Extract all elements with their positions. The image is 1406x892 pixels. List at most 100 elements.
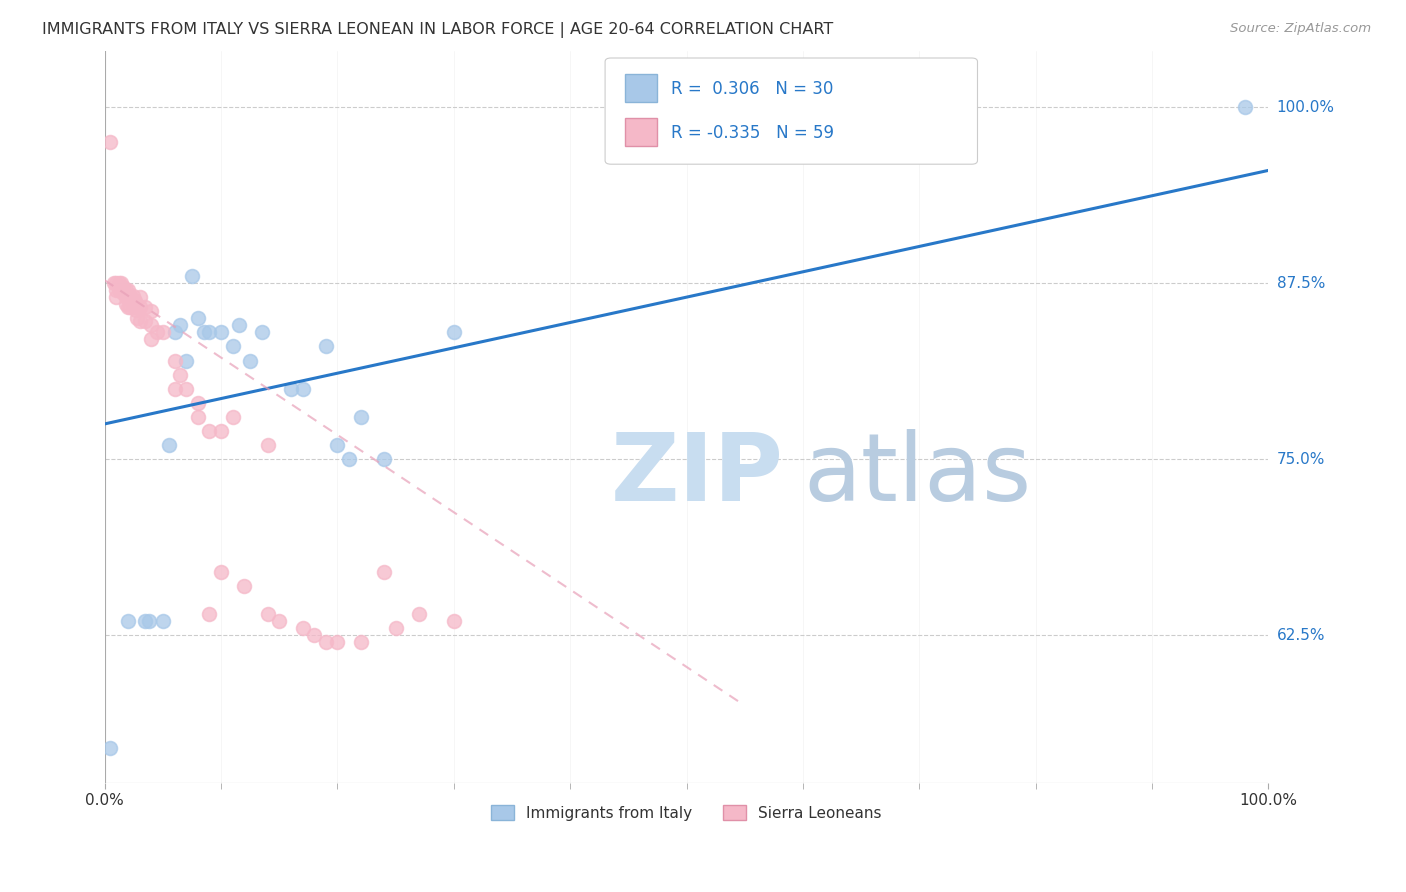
Point xyxy=(125,302,148,317)
Point xyxy=(134,314,156,328)
Point xyxy=(209,326,232,340)
Point xyxy=(384,621,406,635)
Point xyxy=(350,409,373,424)
FancyBboxPatch shape xyxy=(605,58,977,164)
Point xyxy=(443,326,465,340)
Point xyxy=(105,283,128,297)
Point xyxy=(100,135,122,149)
Point xyxy=(152,614,174,628)
Point xyxy=(169,368,191,382)
Point xyxy=(124,294,146,309)
Point xyxy=(209,424,232,438)
Point xyxy=(187,396,209,410)
Point xyxy=(112,280,135,294)
Bar xyxy=(624,74,658,102)
Point xyxy=(315,339,337,353)
Point xyxy=(128,314,150,328)
Point xyxy=(163,326,186,340)
Point xyxy=(198,326,221,340)
Point xyxy=(326,635,349,649)
Text: 62.5%: 62.5% xyxy=(1277,628,1326,642)
Point xyxy=(103,276,125,290)
Point xyxy=(127,311,149,326)
Point xyxy=(174,382,197,396)
Point xyxy=(128,300,150,314)
Text: R = -0.335   N = 59: R = -0.335 N = 59 xyxy=(672,125,834,143)
Point xyxy=(198,607,221,621)
Point xyxy=(291,621,314,635)
Point xyxy=(157,438,180,452)
Point xyxy=(117,283,139,297)
Point xyxy=(291,382,314,396)
Point xyxy=(193,326,215,340)
Point xyxy=(121,289,143,303)
Text: ZIP: ZIP xyxy=(610,429,783,522)
Point xyxy=(174,353,197,368)
Point xyxy=(134,300,156,314)
Point xyxy=(117,290,139,304)
Point xyxy=(373,565,395,579)
Point xyxy=(198,424,221,438)
Point xyxy=(100,740,122,755)
Point xyxy=(134,614,156,628)
Point xyxy=(233,579,256,593)
Point xyxy=(163,353,186,368)
Text: atlas: atlas xyxy=(803,429,1031,522)
Point xyxy=(187,409,209,424)
Text: R =  0.306   N = 30: R = 0.306 N = 30 xyxy=(672,80,834,98)
Point xyxy=(269,614,291,628)
Point xyxy=(337,452,360,467)
Text: IMMIGRANTS FROM ITALY VS SIERRA LEONEAN IN LABOR FORCE | AGE 20-64 CORRELATION C: IMMIGRANTS FROM ITALY VS SIERRA LEONEAN … xyxy=(42,22,834,38)
Point xyxy=(181,268,204,283)
Text: Source: ZipAtlas.com: Source: ZipAtlas.com xyxy=(1230,22,1371,36)
Point xyxy=(152,326,174,340)
Point xyxy=(141,318,163,333)
Point xyxy=(117,614,139,628)
Point xyxy=(163,382,186,396)
Text: 75.0%: 75.0% xyxy=(1277,451,1324,467)
Point xyxy=(112,285,135,300)
Point xyxy=(228,318,250,333)
Point xyxy=(120,290,142,304)
Point xyxy=(187,311,209,326)
Point xyxy=(221,339,243,353)
Point xyxy=(209,565,232,579)
Point xyxy=(120,300,142,314)
Bar xyxy=(624,118,658,146)
Point xyxy=(138,614,160,628)
Point xyxy=(141,304,163,318)
Text: 87.5%: 87.5% xyxy=(1277,276,1324,291)
Point xyxy=(280,382,302,396)
Point xyxy=(146,326,169,340)
Text: 100.0%: 100.0% xyxy=(1277,100,1334,114)
Point xyxy=(107,283,129,297)
Point xyxy=(408,607,430,621)
Point xyxy=(122,293,145,307)
Point xyxy=(256,607,278,621)
Point xyxy=(128,290,150,304)
Point xyxy=(122,300,145,314)
Point xyxy=(114,297,136,311)
Point xyxy=(1234,100,1257,114)
Point xyxy=(107,276,129,290)
Legend: Immigrants from Italy, Sierra Leoneans: Immigrants from Italy, Sierra Leoneans xyxy=(485,798,889,827)
Point xyxy=(302,628,325,642)
Point xyxy=(239,353,262,368)
Point xyxy=(350,635,373,649)
Point xyxy=(443,614,465,628)
Point xyxy=(105,290,128,304)
Point xyxy=(256,438,278,452)
Point xyxy=(373,452,395,467)
Point xyxy=(141,332,163,346)
Point xyxy=(105,276,128,290)
Point xyxy=(114,290,136,304)
Point xyxy=(110,276,132,290)
Point xyxy=(221,409,243,424)
Point xyxy=(110,283,132,297)
Point xyxy=(169,318,191,333)
Point xyxy=(326,438,349,452)
Point xyxy=(315,635,337,649)
Point xyxy=(117,300,139,314)
Point xyxy=(114,283,136,297)
Point xyxy=(250,326,273,340)
